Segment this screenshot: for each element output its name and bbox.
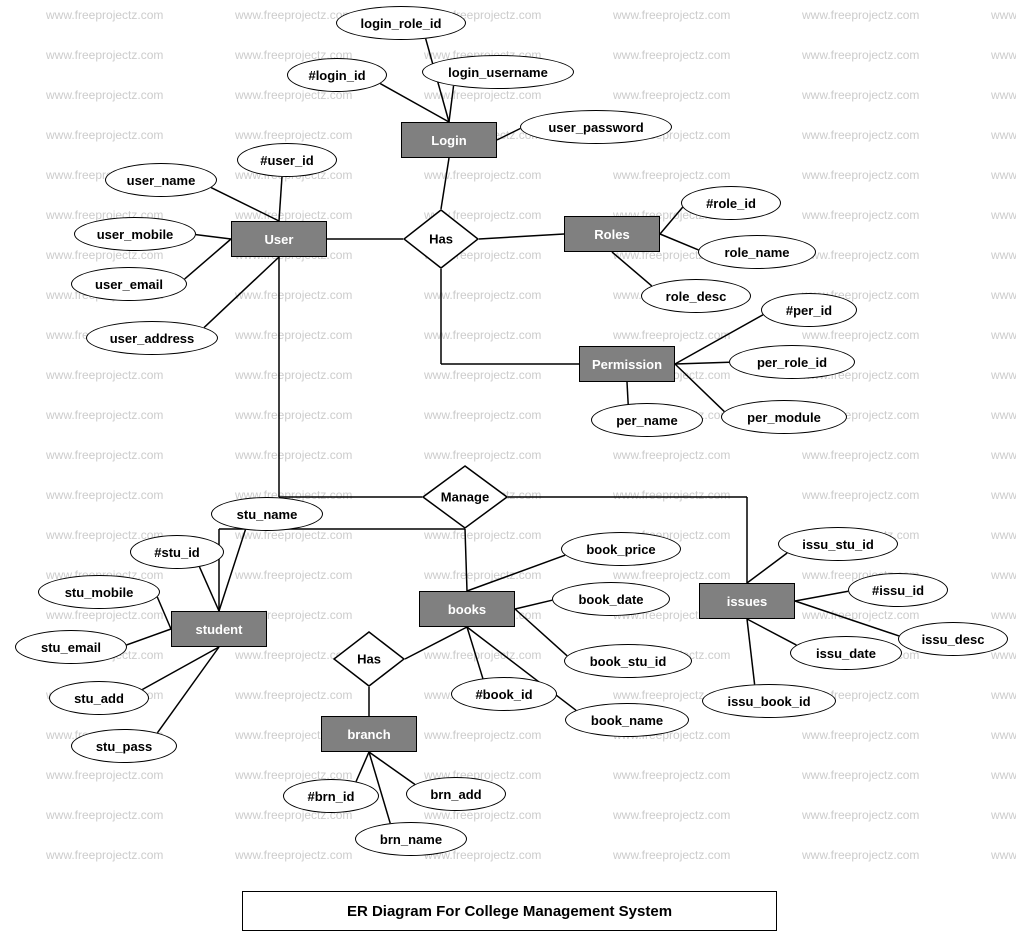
entity-student: student	[171, 611, 267, 647]
attribute-stu_id: #stu_id	[130, 535, 224, 569]
attribute-label: per_module	[747, 410, 821, 425]
attribute-login_role_id: login_role_id	[336, 6, 466, 40]
entity-label: Permission	[592, 357, 662, 372]
entity-label: issues	[727, 594, 767, 609]
attribute-user_id: #user_id	[237, 143, 337, 177]
attribute-label: stu_pass	[96, 739, 152, 754]
attribute-brn_add: brn_add	[406, 777, 506, 811]
attribute-label: brn_name	[380, 832, 442, 847]
entity-branch: branch	[321, 716, 417, 752]
relationship-label: Has	[429, 232, 453, 247]
entity-user: User	[231, 221, 327, 257]
attribute-book_stu_id: book_stu_id	[564, 644, 692, 678]
attribute-stu_add: stu_add	[49, 681, 149, 715]
attribute-role_name: role_name	[698, 235, 816, 269]
attribute-label: issu_desc	[922, 632, 985, 647]
diagram-title-box: ER Diagram For College Management System	[242, 891, 777, 931]
attribute-label: user_mobile	[97, 227, 174, 242]
attribute-label: per_name	[616, 413, 677, 428]
relationship-label: Has	[357, 652, 381, 667]
attribute-label: issu_stu_id	[802, 537, 874, 552]
attribute-user_name: user_name	[105, 163, 217, 197]
entity-issues: issues	[699, 583, 795, 619]
attribute-label: user_name	[127, 173, 196, 188]
attribute-label: #stu_id	[154, 545, 200, 560]
attribute-label: book_price	[586, 542, 655, 557]
attribute-label: user_email	[95, 277, 163, 292]
entity-label: books	[448, 602, 486, 617]
attribute-book_date: book_date	[552, 582, 670, 616]
attribute-issu_id: #issu_id	[848, 573, 948, 607]
entity-books: books	[419, 591, 515, 627]
attribute-label: login_role_id	[361, 16, 442, 31]
entity-label: Login	[431, 133, 466, 148]
attribute-label: book_date	[578, 592, 643, 607]
relationship-label: Manage	[441, 490, 489, 505]
attribute-label: #issu_id	[872, 583, 924, 598]
attribute-book_price: book_price	[561, 532, 681, 566]
attribute-label: #per_id	[786, 303, 832, 318]
attribute-login_id: #login_id	[287, 58, 387, 92]
attribute-label: #brn_id	[308, 789, 355, 804]
attribute-label: user_address	[110, 331, 195, 346]
attribute-label: stu_mobile	[65, 585, 134, 600]
attribute-stu_mobile: stu_mobile	[38, 575, 160, 609]
diagram-title-text: ER Diagram For College Management System	[347, 903, 672, 920]
attribute-label: issu_book_id	[727, 694, 810, 709]
entity-label: Roles	[594, 227, 629, 242]
attribute-label: brn_add	[430, 787, 481, 802]
attribute-label: #book_id	[475, 687, 532, 702]
attribute-label: per_role_id	[757, 355, 827, 370]
attribute-label: stu_email	[41, 640, 101, 655]
attribute-per_name: per_name	[591, 403, 703, 437]
attribute-role_id: #role_id	[681, 186, 781, 220]
entity-permission: Permission	[579, 346, 675, 382]
relationship-has2: Has	[333, 631, 405, 687]
attribute-brn_id: #brn_id	[283, 779, 379, 813]
attribute-brn_name: brn_name	[355, 822, 467, 856]
attribute-user_address: user_address	[86, 321, 218, 355]
attribute-per_role_id: per_role_id	[729, 345, 855, 379]
relationship-has1: Has	[403, 209, 479, 269]
attribute-issu_desc: issu_desc	[898, 622, 1008, 656]
attribute-label: book_name	[591, 713, 663, 728]
relationship-manage: Manage	[422, 465, 508, 529]
attribute-login_username: login_username	[422, 55, 574, 89]
entity-label: branch	[347, 727, 390, 742]
attribute-user_email: user_email	[71, 267, 187, 301]
attribute-user_password: user_password	[520, 110, 672, 144]
attribute-role_desc: role_desc	[641, 279, 751, 313]
attribute-label: #login_id	[308, 68, 365, 83]
attribute-label: book_stu_id	[590, 654, 667, 669]
attribute-issu_date: issu_date	[790, 636, 902, 670]
attribute-per_module: per_module	[721, 400, 847, 434]
attribute-book_id: #book_id	[451, 677, 557, 711]
attribute-label: role_name	[724, 245, 789, 260]
connector-layer	[0, 0, 1016, 941]
attribute-per_id: #per_id	[761, 293, 857, 327]
attribute-issu_book_id: issu_book_id	[702, 684, 836, 718]
attribute-label: stu_name	[237, 507, 298, 522]
attribute-stu_pass: stu_pass	[71, 729, 177, 763]
attribute-stu_name: stu_name	[211, 497, 323, 531]
attribute-label: #user_id	[260, 153, 313, 168]
attribute-label: issu_date	[816, 646, 876, 661]
attribute-label: role_desc	[666, 289, 727, 304]
attribute-issu_stu_id: issu_stu_id	[778, 527, 898, 561]
attribute-user_mobile: user_mobile	[74, 217, 196, 251]
attribute-stu_email: stu_email	[15, 630, 127, 664]
attribute-label: #role_id	[706, 196, 756, 211]
attribute-book_name: book_name	[565, 703, 689, 737]
entity-label: student	[196, 622, 243, 637]
entity-login: Login	[401, 122, 497, 158]
attribute-label: login_username	[448, 65, 548, 80]
attribute-label: stu_add	[74, 691, 124, 706]
entity-roles: Roles	[564, 216, 660, 252]
entity-label: User	[265, 232, 294, 247]
attribute-label: user_password	[548, 120, 643, 135]
